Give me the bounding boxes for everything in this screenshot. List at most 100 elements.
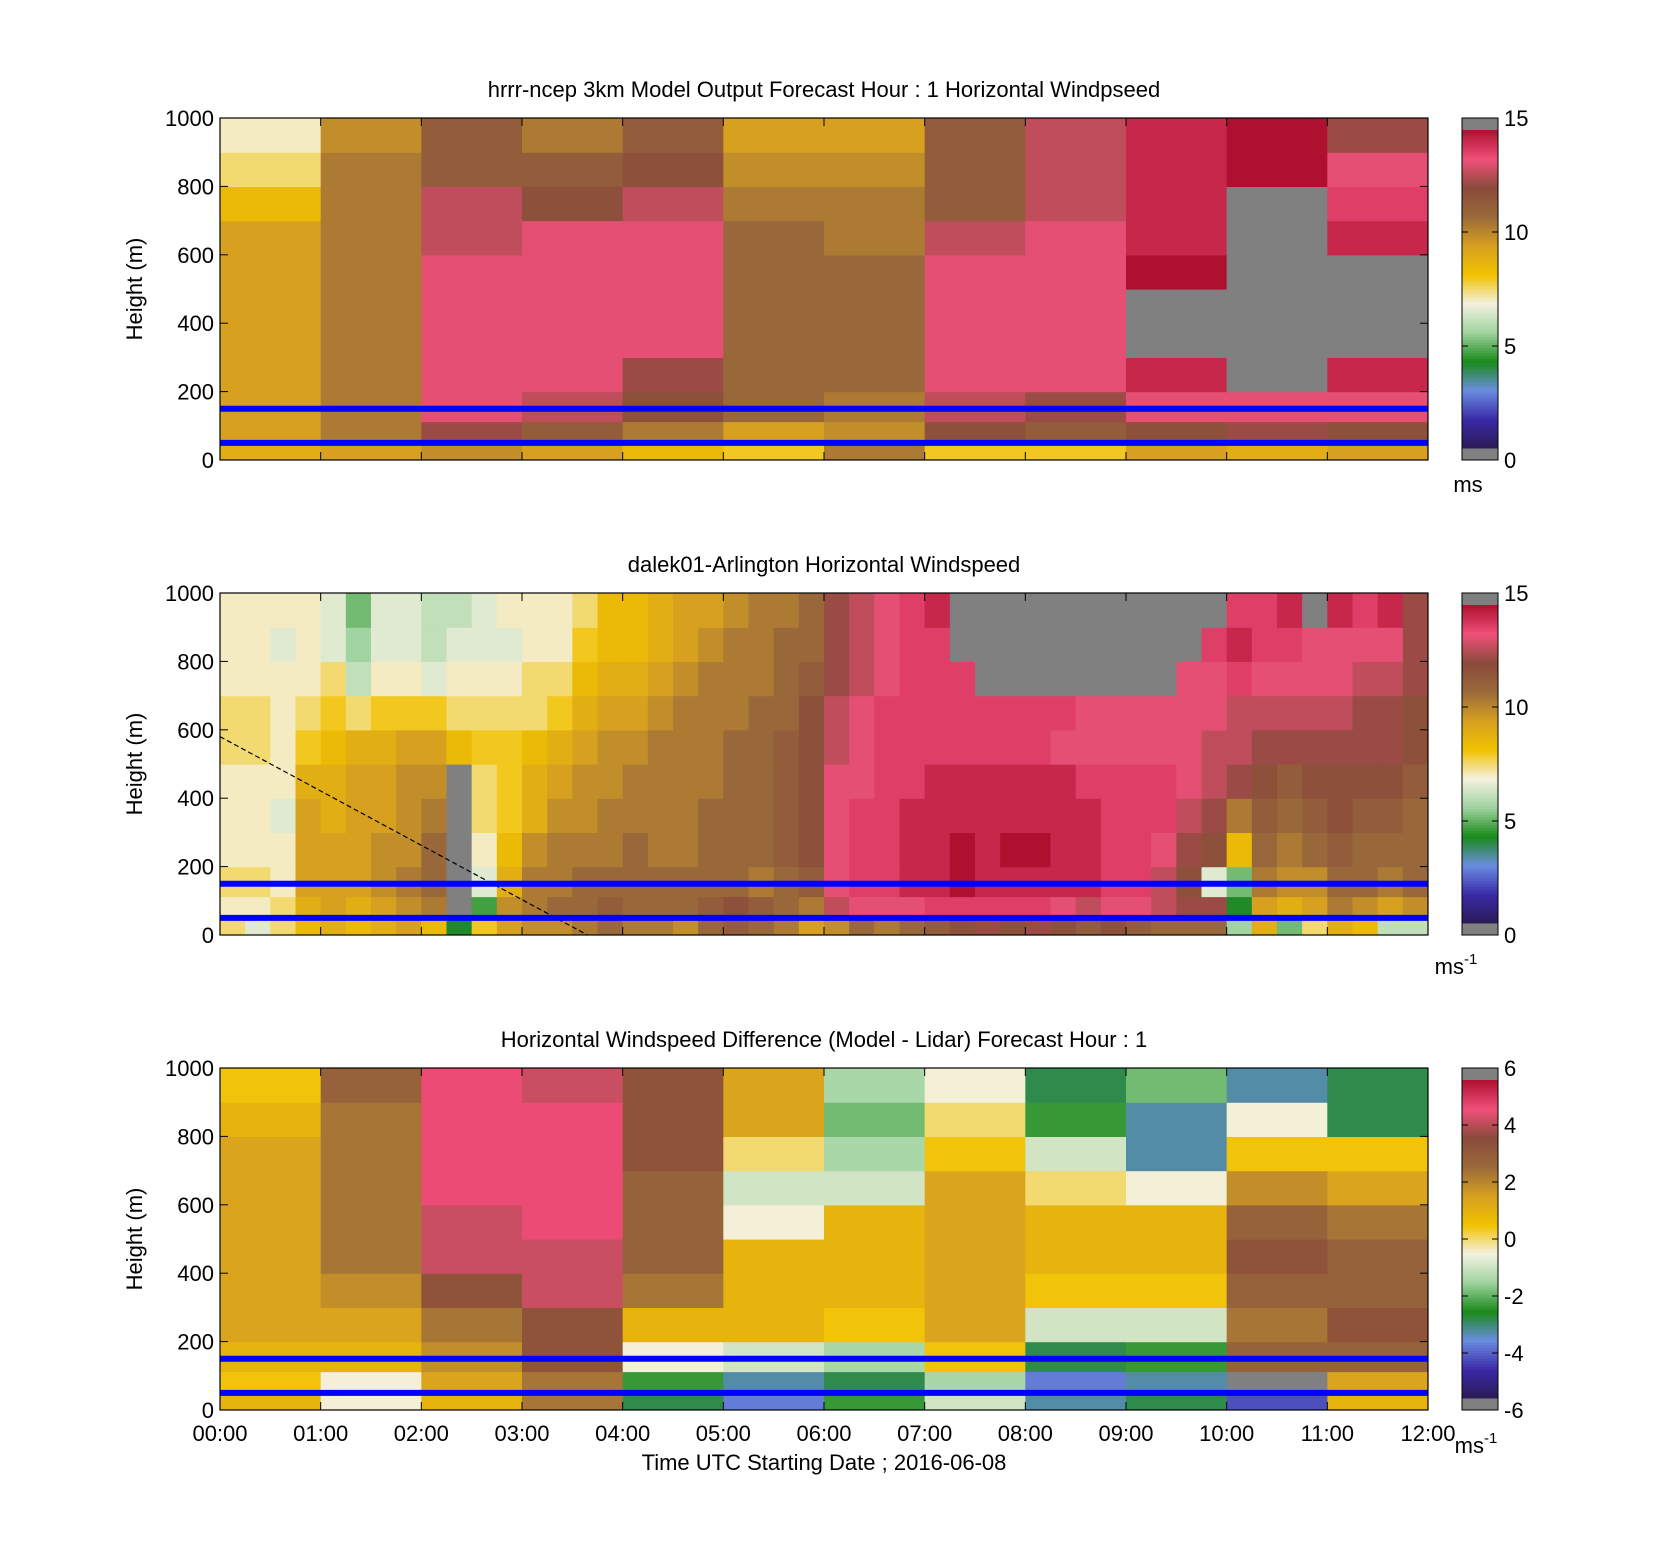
heatmap-cell [522,1371,624,1394]
heatmap-cell [647,729,674,765]
heatmap-cell [220,832,246,868]
colorbar-segment [1462,1191,1498,1195]
colorbar-cap [1462,448,1498,460]
y-tick-label: 0 [202,1398,214,1423]
heatmap-cell [748,917,775,935]
heatmap-cell [522,661,548,697]
heatmap-cell [949,917,976,935]
heatmap-cell [1075,695,1102,731]
heatmap-cell [220,323,322,358]
colorbar-segment [1462,893,1498,897]
heatmap-cell [371,764,397,799]
colorbar-segment [1462,1239,1498,1243]
colorbar-tick-label: 15 [1504,581,1528,606]
colorbar-segment [1462,1323,1498,1327]
colorbar-segment [1462,605,1498,609]
heatmap-cell [522,118,624,153]
heatmap-cell [396,729,422,765]
heatmap-cell [1025,1068,1127,1103]
heatmap-cell [320,695,347,731]
colorbar-segment [1462,283,1498,287]
heatmap-cell [270,593,297,628]
heatmap-cell [899,593,926,628]
heatmap-cell [1226,323,1328,358]
heatmap-cell [849,917,875,935]
colorbar-segment [1462,352,1498,356]
colorbar-segment [1462,745,1498,749]
heatmap-cell [1126,220,1228,256]
heatmap-cell [572,798,599,833]
heatmap-cell [522,1392,624,1410]
heatmap-cell [849,764,875,799]
colorbar-segment [1462,899,1498,903]
heatmap-cell [320,289,422,324]
heatmap-cell [1126,729,1152,765]
heatmap-cell [924,764,951,799]
heatmap-cell [522,220,624,256]
colorbar-segment [1462,228,1498,232]
colorbar-segment [1462,180,1498,184]
heatmap-cell [547,764,573,799]
colorbar-segment [1462,1297,1498,1301]
heatmap-cell [1226,832,1253,868]
colorbar-segment [1462,381,1498,385]
heatmap-cell [949,798,976,833]
colorbar-segment [1462,610,1498,614]
x-tick-label: 09:00 [1098,1421,1153,1446]
heatmap-cell [1226,1273,1328,1308]
colorbar-segment [1462,814,1498,818]
colorbar-segment [1462,360,1498,364]
heatmap-cell [1201,832,1228,868]
heatmap-cell [1327,357,1428,393]
heatmap-cell [1050,661,1077,697]
heatmap-cell [572,896,599,919]
heatmap-cell [396,896,422,919]
colorbar-segment [1462,1085,1498,1089]
colorbar-segment [1462,1159,1498,1163]
colorbar-segment [1462,167,1498,171]
heatmap-cell [824,357,926,393]
heatmap-cell [295,593,322,628]
heatmap-cell [1352,798,1379,833]
colorbar-segment [1462,875,1498,879]
colorbar-segment [1462,824,1498,829]
heatmap-cell [647,695,674,731]
colorbar-segment [1462,371,1498,375]
heatmap-cell [622,896,649,919]
colorbar-segment [1462,209,1498,213]
colorbar-segment [1462,249,1498,253]
heatmap-cell [1226,1307,1328,1343]
heatmap-cell [345,593,372,628]
heatmap-cell [924,1136,1026,1172]
heatmap-cell [295,832,322,868]
colorbar-segment [1462,424,1498,428]
colorbar-segment [1462,1231,1498,1235]
heatmap-cell [1025,1102,1127,1137]
heatmap-cell [1302,917,1328,935]
colorbar-unit-text: ms [1435,954,1464,979]
heatmap-cell [371,627,397,662]
colorbar-segment [1462,1090,1498,1094]
heatmap-cell [1025,1170,1127,1206]
heatmap-cell [1126,1273,1228,1308]
heatmap-cell [245,896,271,919]
heatmap-cell [496,661,523,697]
x-tick-label: 01:00 [293,1421,348,1446]
heatmap-cell [220,1392,322,1410]
heatmap-cell [1277,798,1303,833]
heatmap-cell [471,729,498,765]
heatmap-cell [949,832,976,868]
heatmap-cell [975,917,1001,935]
heatmap-cell [1151,729,1177,765]
heatmap-cell [874,593,901,628]
colorbar-segment [1462,132,1498,136]
colorbar-segment [1462,1302,1498,1306]
heatmap-cell [421,152,523,187]
heatmap-cell [496,832,523,868]
heatmap-cell [1050,729,1077,765]
colorbar-segment [1462,190,1498,195]
heatmap-cell [798,917,825,935]
heatmap-cell [824,118,926,153]
colorbar-segment [1462,1228,1498,1232]
heatmap-cell [547,695,573,731]
